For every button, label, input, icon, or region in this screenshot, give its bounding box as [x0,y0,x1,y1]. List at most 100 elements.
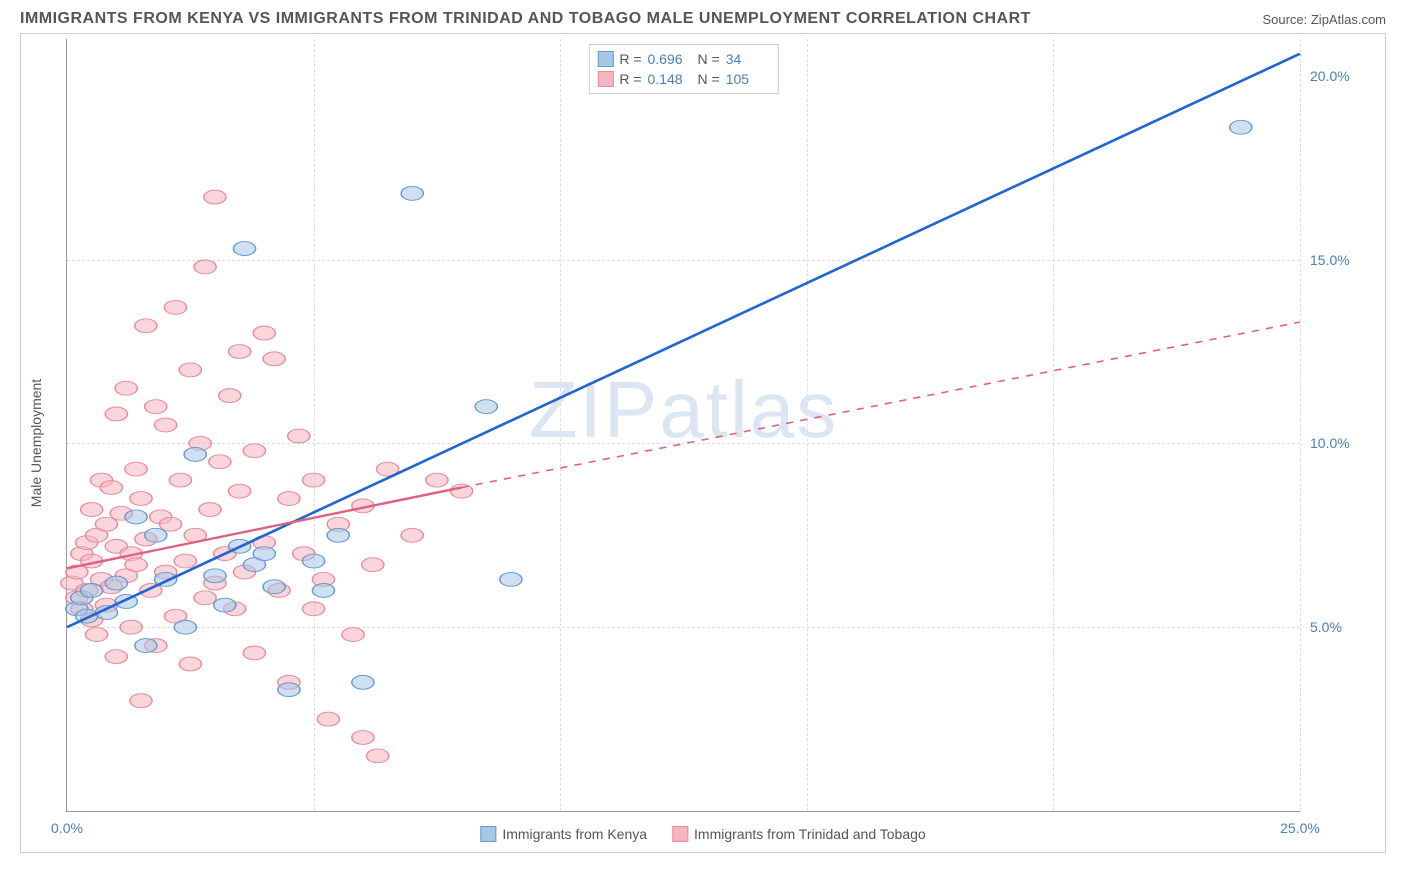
scatter-point [194,591,216,605]
swatch-trinidad [597,71,613,87]
scatter-point [194,260,216,274]
scatter-point [145,528,167,542]
trend-line [67,54,1300,627]
scatter-point [367,749,389,763]
scatter-point [229,484,251,498]
legend-swatch-trinidad [672,826,688,842]
scatter-point [169,473,191,487]
scatter-point [278,683,300,697]
source-label: Source: ZipAtlas.com [1262,12,1386,27]
scatter-point [81,583,103,597]
scatter-point [115,381,137,395]
scatter-point [500,572,522,586]
scatter-point [362,558,384,572]
y-tick-label: 10.0% [1310,435,1375,451]
scatter-point [174,620,196,634]
y-axis-label: Male Unemployment [28,379,44,507]
bottom-legend: Immigrants from Kenya Immigrants from Tr… [480,826,925,842]
scatter-point [184,447,206,461]
scatter-point [135,639,157,653]
scatter-point [135,319,157,333]
scatter-point [120,620,142,634]
scatter-point [179,657,201,671]
scatter-point [125,510,147,524]
scatter-point [327,528,349,542]
scatter-point [303,473,325,487]
scatter-point [174,554,196,568]
x-tick-label: 25.0% [1280,820,1320,836]
scatter-point [229,345,251,359]
r-label: R = [619,49,641,69]
stats-row-trinidad: R = 0.148 N = 105 [597,69,769,89]
n-label: N = [698,49,720,69]
scatter-point [105,407,127,421]
scatter-point [125,558,147,572]
scatter-point [312,583,334,597]
legend-item-kenya: Immigrants from Kenya [480,826,647,842]
scatter-point [100,481,122,495]
scatter-point [253,326,275,340]
scatter-point [199,503,221,517]
n-label: N = [698,69,720,89]
scatter-point [125,462,147,476]
scatter-point [233,242,255,256]
scatter-point [303,554,325,568]
scatter-point [342,628,364,642]
y-tick-label: 20.0% [1310,68,1375,84]
scatter-point [81,503,103,517]
r-value-trinidad: 0.148 [648,69,692,89]
scatter-point [450,484,472,498]
scatter-point [214,598,236,612]
y-tick-label: 5.0% [1310,619,1375,635]
scatter-point [105,650,127,664]
scatter-point [85,628,107,642]
r-value-kenya: 0.696 [648,49,692,69]
scatter-point [1230,120,1252,134]
scatter-point [95,517,117,531]
scatter-point [253,547,275,561]
trend-line-dashed [462,322,1300,487]
x-tick-label: 0.0% [51,820,83,836]
legend-label-trinidad: Immigrants from Trinidad and Tobago [694,826,926,842]
plot-region: ZIPatlas R = 0.696 N = 34 R = 0.148 N = … [66,39,1300,812]
scatter-point [164,300,186,314]
chart-container: Male Unemployment ZIPatlas R = 0.696 N =… [20,33,1386,853]
plot-svg [67,39,1300,811]
chart-title: IMMIGRANTS FROM KENYA VS IMMIGRANTS FROM… [20,10,1031,28]
legend-label-kenya: Immigrants from Kenya [502,826,647,842]
scatter-point [263,352,285,366]
scatter-point [475,400,497,414]
scatter-point [155,418,177,432]
scatter-point [278,492,300,506]
scatter-point [219,389,241,403]
legend-swatch-kenya [480,826,496,842]
scatter-point [179,363,201,377]
scatter-point [352,675,374,689]
scatter-point [426,473,448,487]
scatter-point [159,517,181,531]
scatter-point [401,528,423,542]
scatter-point [288,429,310,443]
r-label: R = [619,69,641,89]
scatter-point [243,444,265,458]
scatter-point [105,576,127,590]
scatter-point [401,186,423,200]
swatch-kenya [597,51,613,67]
scatter-point [130,694,152,708]
scatter-point [303,602,325,616]
n-value-trinidad: 105 [726,69,770,89]
legend-item-trinidad: Immigrants from Trinidad and Tobago [672,826,926,842]
scatter-point [209,455,231,469]
scatter-point [204,569,226,583]
n-value-kenya: 34 [726,49,770,69]
scatter-point [145,400,167,414]
stats-row-kenya: R = 0.696 N = 34 [597,49,769,69]
scatter-point [204,190,226,204]
y-tick-label: 15.0% [1310,252,1375,268]
scatter-point [352,731,374,745]
scatter-point [130,492,152,506]
stats-legend-box: R = 0.696 N = 34 R = 0.148 N = 105 [588,44,778,94]
scatter-point [243,646,265,660]
scatter-point [317,712,339,726]
scatter-point [263,580,285,594]
